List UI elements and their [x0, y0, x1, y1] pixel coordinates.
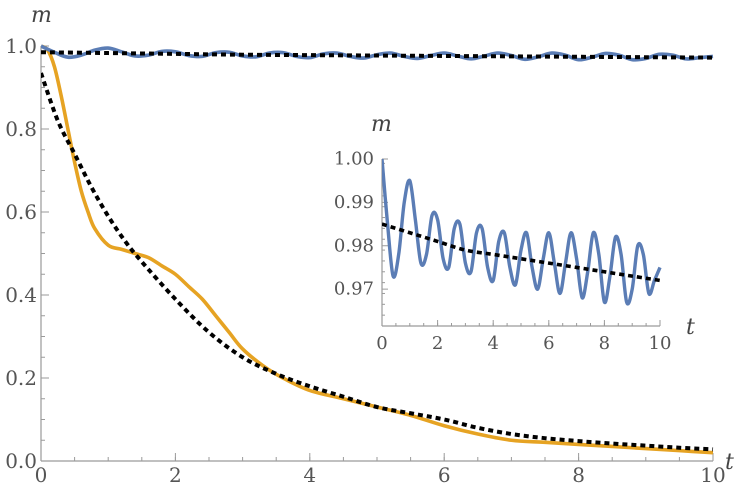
dotted-fit-line-3 [41, 50, 714, 60]
main-plot: 0 2 4 6 8 10 0.0 0.2 0.4 0.6 0.8 1.0 t m [5, 3, 734, 487]
inset-plot: 0 2 4 6 8 10 0.97 0.98 0.99 1.00 t m [334, 112, 695, 354]
x-tick-label: 6 [543, 333, 554, 354]
x-tick-label: 8 [599, 333, 610, 354]
y-tick-label: 1.0 [5, 34, 37, 58]
x-tick-label: 8 [572, 463, 585, 487]
y-axis-title: m [371, 112, 392, 137]
series-group [41, 44, 714, 455]
x-axis-title: t [686, 315, 695, 340]
x-axis-title: t [725, 450, 734, 475]
x-tick-label: 0 [376, 333, 387, 354]
series-line-0 [382, 158, 662, 306]
series-group [382, 158, 662, 306]
y-tick-label: 0.0 [5, 449, 37, 473]
x-tick-label: 2 [432, 333, 443, 354]
y-tick-label: 0.8 [5, 117, 37, 141]
y-tick-label: 0.6 [5, 200, 37, 224]
dotted-fit-line-1 [41, 72, 714, 452]
y-tick-label: 0.4 [5, 283, 37, 307]
x-tick-label: 6 [438, 463, 451, 487]
x-tick-label: 10 [649, 333, 672, 354]
y-tick-label: 0.99 [334, 192, 374, 213]
y-tick-label: 0.97 [334, 279, 374, 300]
x-tick-label: 4 [487, 333, 498, 354]
y-axis-title: m [31, 3, 52, 28]
y-tick-label: 0.2 [5, 366, 37, 390]
y-tick-label: 0.98 [334, 235, 374, 256]
x-tick-label: 0 [35, 463, 48, 487]
x-tick-label: 4 [303, 463, 316, 487]
dotted-fit-line-1 [382, 222, 661, 283]
series-line-0 [41, 44, 714, 455]
y-tick-label: 1.00 [334, 149, 374, 170]
x-tick-label: 10 [700, 463, 725, 487]
x-tick-label: 2 [169, 463, 182, 487]
